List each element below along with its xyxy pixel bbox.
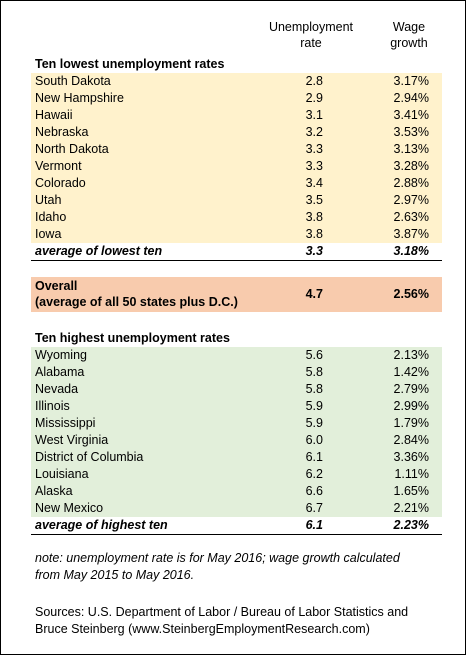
sources: Sources: U.S. Department of Labor / Bure… — [35, 605, 409, 619]
state-row-label: Utah — [35, 193, 62, 207]
state-row-rate: 5.8 — [305, 382, 323, 396]
state-row-wage: 2.21% — [393, 501, 429, 515]
state-row-label: Illinois — [35, 399, 70, 413]
average-row-wage: 2.23% — [393, 518, 429, 532]
state-row-label: South Dakota — [35, 74, 111, 88]
overall-label: (average of all 50 states plus D.C.) — [35, 295, 238, 309]
average-rule — [31, 534, 442, 535]
state-row-label: Mississippi — [35, 416, 96, 430]
state-row-rate: 6.0 — [305, 433, 323, 447]
state-row-rate: 3.2 — [305, 125, 323, 139]
sources: Bruce Steinberg (www.SteinbergEmployment… — [35, 622, 370, 636]
state-row-label: West Virginia — [35, 433, 109, 447]
row-band — [31, 347, 442, 517]
state-row-rate: 2.8 — [305, 74, 323, 88]
state-row-rate: 6.2 — [305, 467, 323, 481]
state-row-rate: 3.8 — [305, 210, 323, 224]
state-row-wage: 2.13% — [393, 348, 429, 362]
state-row-label: Hawaii — [35, 108, 73, 122]
state-row-label: Colorado — [35, 176, 86, 190]
state-row-label: Wyoming — [35, 348, 87, 362]
state-row-wage: 2.94% — [393, 91, 429, 105]
state-row-rate: 2.9 — [305, 91, 323, 105]
state-row-rate: 3.5 — [305, 193, 323, 207]
note: from May 2015 to May 2016. — [35, 568, 195, 582]
state-row-wage: 3.87% — [393, 227, 429, 241]
state-row-rate: 6.1 — [305, 450, 323, 464]
overall-rate: 4.7 — [305, 287, 323, 301]
state-row-wage: 2.99% — [393, 399, 429, 413]
state-row-rate: 5.9 — [305, 399, 323, 413]
average-row-wage: 3.18% — [393, 244, 429, 258]
state-row-rate: 3.1 — [305, 108, 323, 122]
state-row-rate: 5.8 — [305, 365, 323, 379]
state-row-rate: 3.3 — [305, 142, 323, 156]
state-row-label: Vermont — [35, 159, 82, 173]
state-row-rate: 5.6 — [305, 348, 323, 362]
state-row-wage: 1.79% — [393, 416, 429, 430]
state-row-label: Alaska — [35, 484, 73, 498]
state-row-wage: 2.84% — [393, 433, 429, 447]
state-row-rate: 6.6 — [305, 484, 323, 498]
row-band — [31, 73, 442, 243]
state-row-label: North Dakota — [35, 142, 109, 156]
average-row-rate: 6.1 — [305, 518, 323, 532]
state-row-rate: 3.4 — [305, 176, 323, 190]
state-row-wage: 3.53% — [393, 125, 429, 139]
state-row-wage: 2.97% — [393, 193, 429, 207]
state-row-label: Idaho — [35, 210, 67, 224]
state-row-wage: 1.11% — [394, 467, 429, 481]
state-row-wage: 2.63% — [393, 210, 429, 224]
state-row-wage: 3.13% — [393, 142, 429, 156]
average-row-label: average of highest ten — [35, 518, 168, 532]
state-row-rate: 6.7 — [305, 501, 323, 515]
state-row-label: New Hampshire — [35, 91, 124, 105]
state-row-label: Iowa — [35, 227, 62, 241]
note: note: unemployment rate is for May 2016;… — [35, 551, 400, 565]
state-row-rate: 3.8 — [305, 227, 323, 241]
state-row-label: Louisiana — [35, 467, 89, 481]
overall-wage: 2.56% — [393, 287, 429, 301]
state-row-wage: 3.28% — [393, 159, 429, 173]
header-wage: Wage growth — [390, 20, 428, 50]
state-row-label: District of Columbia — [35, 450, 144, 464]
state-row-wage: 3.36% — [393, 450, 429, 464]
state-row-wage: 2.79% — [393, 382, 429, 396]
section-title: Ten lowest unemployment rates — [35, 57, 225, 71]
state-row-wage: 2.88% — [393, 176, 429, 190]
state-row-wage: 3.17% — [393, 74, 429, 88]
average-row-label: average of lowest ten — [35, 244, 163, 258]
state-row-rate: 5.9 — [305, 416, 323, 430]
average-rule — [31, 260, 442, 261]
state-row-wage: 3.41% — [393, 108, 429, 122]
state-row-wage: 1.65% — [393, 484, 429, 498]
state-row-label: Nebraska — [35, 125, 89, 139]
average-row-rate: 3.3 — [305, 244, 323, 258]
section-title: Ten highest unemployment rates — [35, 331, 230, 345]
state-row-label: Nevada — [35, 382, 79, 396]
state-row-wage: 1.42% — [393, 365, 429, 379]
state-row-label: New Mexico — [35, 501, 104, 515]
state-row-label: Alabama — [35, 365, 85, 379]
overall-band — [31, 277, 442, 312]
header-rate: Unemployment rate — [268, 20, 354, 50]
overall-label: Overall — [35, 279, 78, 293]
state-row-rate: 3.3 — [305, 159, 323, 173]
